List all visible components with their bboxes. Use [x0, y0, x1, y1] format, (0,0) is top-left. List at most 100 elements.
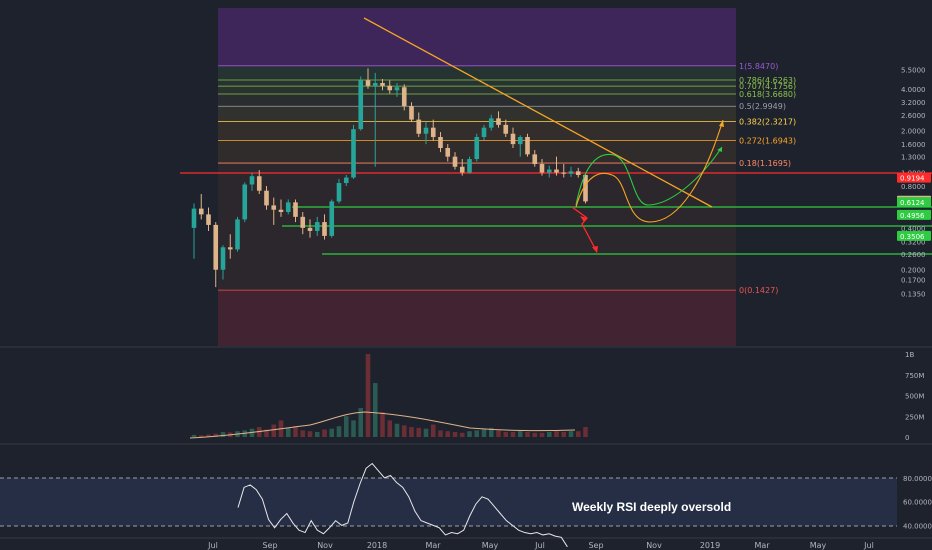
candle-body [278, 209, 284, 213]
volume-bar [481, 428, 487, 437]
price-tick-label: 1.3000 [901, 154, 926, 162]
fib-labels: 1(5.8470) 0.786(4.6263)0.707(4.1756)0.618… [739, 62, 796, 295]
volume-bar [423, 428, 429, 437]
candle-body [452, 156, 458, 167]
candle-body [227, 247, 233, 250]
candlestick-series [191, 68, 588, 288]
volume-tick-label: 750M [905, 372, 924, 380]
rsi-line [237, 462, 568, 548]
volume-bar [191, 434, 197, 437]
candle-body [322, 222, 327, 236]
volume-bar [517, 431, 523, 437]
candle-body [256, 176, 262, 191]
volume-bar [503, 432, 509, 437]
rsi-tick-label: 80.0000 [903, 475, 932, 483]
volume-bar [575, 431, 581, 437]
price-tick-label: 2.6000 [901, 112, 926, 120]
volume-bar [372, 383, 378, 437]
price-badge-label: 0.3506 [900, 233, 925, 241]
candle-body [554, 169, 559, 173]
volume-bar [496, 430, 501, 437]
fib-zone-bottom [218, 290, 736, 346]
volume-bar [561, 432, 567, 437]
volume-bar [293, 426, 298, 437]
price-badge: 0.6124 [897, 197, 931, 208]
price-tick-label: 5.5000 [901, 67, 926, 75]
time-tick-label: 2018 [367, 541, 387, 550]
price-badge: 0.3506 [897, 230, 931, 241]
volume-bar [409, 427, 414, 437]
volume-bar [307, 431, 313, 437]
candle-body [583, 174, 588, 202]
volume-bar [198, 435, 204, 437]
volume-bar [583, 427, 588, 437]
volume-bar [525, 432, 530, 437]
volume-bar [314, 432, 320, 437]
price-badge-label: 0.4956 [900, 212, 925, 220]
fib-level-label: 1(5.8470) [739, 62, 778, 71]
volume-bar [220, 432, 226, 437]
candle-body [568, 171, 574, 174]
volume-tick-label: 1B [905, 351, 914, 359]
volume-bar [322, 429, 327, 437]
fib-zone [218, 86, 736, 94]
volume-bar [300, 430, 306, 437]
candle-body [575, 171, 581, 175]
red-arrowhead-2 [592, 246, 598, 253]
trendline [363, 17, 713, 208]
candle-body [532, 154, 538, 165]
fib-zone [218, 79, 736, 87]
fib-zones [218, 8, 736, 346]
volume-bar [285, 427, 291, 437]
price-tick-label: 4.0000 [901, 86, 926, 94]
candle-body [474, 136, 480, 160]
fib-zone [218, 106, 736, 122]
time-tick-label: Jul [534, 541, 545, 550]
time-tick-label: Mar [425, 541, 441, 550]
time-tick-label: Nov [317, 541, 333, 550]
candle-body [307, 227, 313, 231]
volume-bar [394, 423, 400, 437]
red-arrowhead-1 [580, 216, 587, 222]
candle-body [285, 202, 291, 213]
candle-body [423, 127, 429, 134]
candle-body [365, 80, 371, 86]
volume-bar [459, 432, 465, 437]
volume-bar [380, 412, 385, 437]
rsi-tick-label: 40.0000 [903, 522, 932, 530]
volume-bar [206, 434, 211, 437]
volume-bar [271, 424, 277, 437]
candle-body [220, 247, 226, 270]
time-tick-label: Sep [588, 541, 603, 550]
price-tick-label: 0.8000 [901, 183, 926, 191]
volume-bar [213, 433, 219, 437]
volume-bar [387, 420, 393, 437]
volume-bar [264, 429, 269, 437]
price-tick-label: 3.2000 [901, 99, 926, 107]
candle-body [430, 127, 436, 137]
volume-tick-label: 500M [905, 393, 924, 401]
volume-bar [445, 431, 451, 437]
fib-level-label: 0.707(4.1756) [739, 82, 796, 91]
projection-orange-curve [575, 119, 724, 223]
volume-bar [452, 432, 458, 437]
volume-bar [546, 432, 552, 437]
fib-level-label: 0.18(1.1695) [739, 159, 791, 168]
volume-tick-label: 250M [905, 413, 924, 421]
candle-body [358, 80, 364, 130]
candle-body [467, 159, 472, 173]
candle-body [503, 124, 509, 134]
volume-bar [256, 427, 262, 437]
candle-body [242, 184, 248, 220]
fib-zone [218, 121, 736, 141]
volume-bar [343, 416, 349, 437]
time-tick-label: 2019 [700, 541, 720, 550]
fib-zone [218, 65, 736, 80]
volume-bar [488, 427, 494, 437]
candle-body [314, 222, 320, 231]
volume-bar [510, 432, 516, 437]
volume-series [191, 354, 588, 437]
